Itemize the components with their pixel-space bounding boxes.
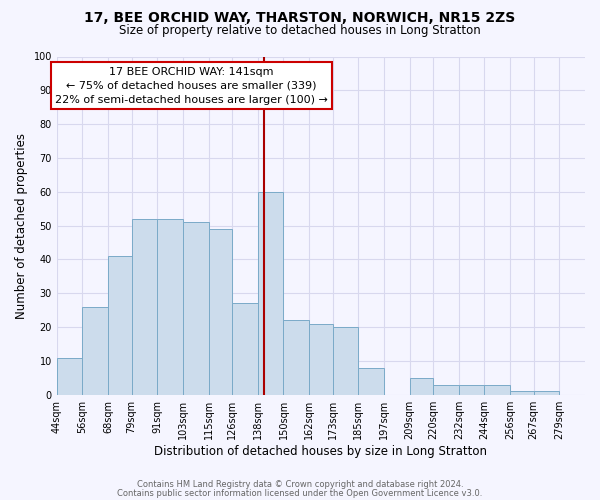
Bar bbox=[510, 392, 533, 394]
Bar bbox=[459, 384, 484, 394]
Bar bbox=[232, 304, 258, 394]
Bar bbox=[309, 324, 332, 394]
Text: Size of property relative to detached houses in Long Stratton: Size of property relative to detached ho… bbox=[119, 24, 481, 37]
Bar bbox=[358, 368, 384, 394]
Bar bbox=[410, 378, 433, 394]
Bar bbox=[57, 358, 82, 395]
Text: Contains public sector information licensed under the Open Government Licence v3: Contains public sector information licen… bbox=[118, 488, 482, 498]
Bar bbox=[209, 229, 232, 394]
Bar bbox=[183, 222, 209, 394]
Bar bbox=[433, 384, 459, 394]
Bar bbox=[258, 192, 283, 394]
Text: Contains HM Land Registry data © Crown copyright and database right 2024.: Contains HM Land Registry data © Crown c… bbox=[137, 480, 463, 489]
Bar bbox=[82, 307, 108, 394]
X-axis label: Distribution of detached houses by size in Long Stratton: Distribution of detached houses by size … bbox=[154, 444, 487, 458]
Bar bbox=[157, 219, 183, 394]
Bar bbox=[131, 219, 157, 394]
Text: 17 BEE ORCHID WAY: 141sqm
← 75% of detached houses are smaller (339)
22% of semi: 17 BEE ORCHID WAY: 141sqm ← 75% of detac… bbox=[55, 66, 328, 104]
Y-axis label: Number of detached properties: Number of detached properties bbox=[15, 132, 28, 318]
Bar bbox=[283, 320, 309, 394]
Bar bbox=[484, 384, 510, 394]
Bar bbox=[108, 256, 131, 394]
Text: 17, BEE ORCHID WAY, THARSTON, NORWICH, NR15 2ZS: 17, BEE ORCHID WAY, THARSTON, NORWICH, N… bbox=[85, 11, 515, 25]
Bar bbox=[533, 392, 559, 394]
Bar bbox=[332, 327, 358, 394]
